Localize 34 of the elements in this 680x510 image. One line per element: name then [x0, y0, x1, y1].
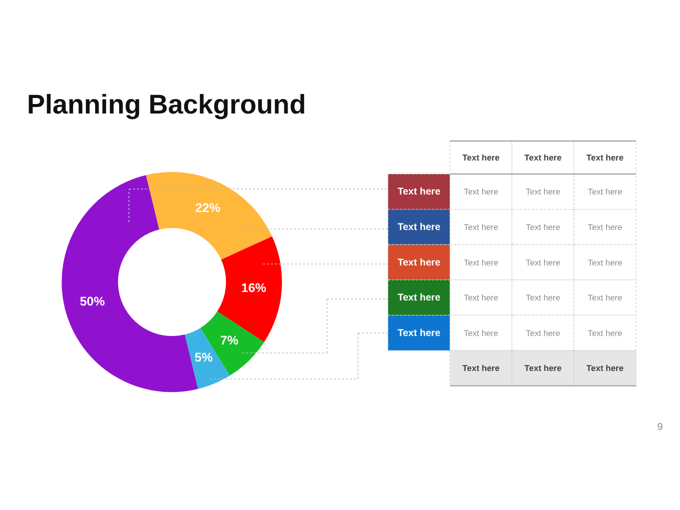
- text: Text here: [462, 152, 500, 162]
- text: Text here: [526, 222, 560, 232]
- category-label: Text here: [398, 328, 441, 339]
- text: Text here: [524, 363, 562, 374]
- chart-title: Planning Background: [27, 89, 306, 120]
- data-label: 50%: [80, 294, 105, 308]
- text: Text here: [526, 328, 560, 338]
- text: Text here: [524, 152, 562, 162]
- text: Text here: [586, 363, 624, 374]
- data-label: 7%: [220, 334, 238, 348]
- data-label: 22%: [195, 201, 220, 216]
- text: Text here: [464, 292, 498, 303]
- data-label: 5%: [194, 350, 213, 365]
- category-label: Text here: [398, 292, 441, 304]
- text: Text here: [464, 222, 498, 232]
- category-label: Text here: [398, 186, 441, 198]
- data-label: 16%: [241, 281, 266, 296]
- text: Text here: [464, 186, 498, 197]
- text: Text here: [526, 292, 560, 303]
- text: Text here: [526, 186, 560, 197]
- category-label: Text here: [398, 257, 441, 268]
- text: Text here: [586, 152, 624, 162]
- donut-slice: [146, 172, 272, 260]
- text: Text here: [588, 292, 622, 303]
- text: Text here: [526, 257, 560, 268]
- text: Text here: [588, 257, 622, 268]
- text: Text here: [588, 328, 622, 338]
- text: Text here: [464, 257, 498, 268]
- text: Text here: [588, 186, 622, 197]
- text: Text here: [462, 363, 500, 374]
- text: Text here: [464, 328, 498, 338]
- text: Text here: [588, 222, 622, 232]
- text: 9: [657, 422, 664, 433]
- category-label: Text here: [398, 222, 441, 233]
